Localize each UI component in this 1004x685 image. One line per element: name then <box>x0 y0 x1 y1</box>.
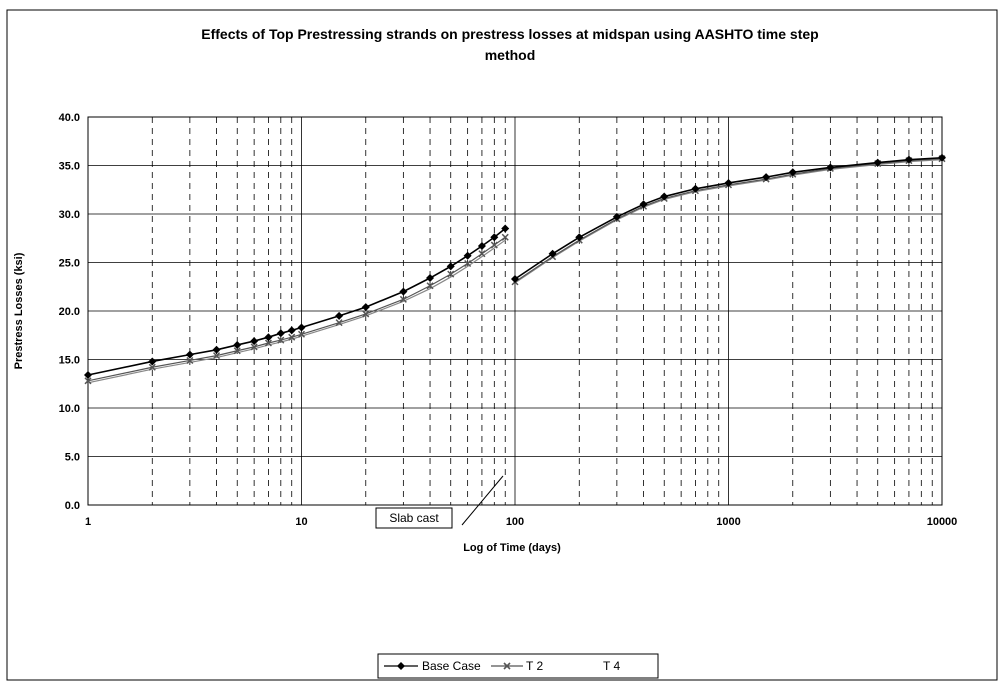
plot-area-border <box>87 116 943 506</box>
data-point-base-case <box>490 233 499 242</box>
data-point-t-2 <box>399 295 407 303</box>
legend-marker-t2 <box>503 662 511 670</box>
legend: Base Case T 2 T 4 <box>377 653 659 679</box>
chart-area-border <box>6 9 998 681</box>
data-point-base-case <box>477 242 486 251</box>
y-tick-label: 0.0 <box>65 500 80 512</box>
slab-cast-annotation: Slab cast <box>375 475 504 529</box>
data-point-base-case <box>446 262 455 271</box>
data-point-base-case <box>501 224 510 233</box>
x-axis-label: Log of Time (days) <box>463 542 561 554</box>
x-tick-label: 10 <box>295 516 307 528</box>
data-point-base-case <box>548 249 557 258</box>
data-point-base-case <box>250 337 259 346</box>
x-tick-label: 1000 <box>716 516 740 528</box>
data-point-base-case <box>399 287 408 296</box>
x-tick-labels: 1 10 100 1000 10000 <box>85 516 957 528</box>
data-point-t-2 <box>277 336 285 344</box>
legend-label-base-case: Base Case <box>422 659 481 673</box>
data-point-t-2 <box>250 343 258 351</box>
y-tick-label: 35.0 <box>59 161 80 173</box>
series-line-t-2 <box>514 158 943 283</box>
data-point-t-2 <box>501 233 509 241</box>
x-tick-label: 100 <box>506 516 524 528</box>
data-point-t-2 <box>447 270 455 278</box>
data-point-base-case <box>361 303 370 312</box>
y-axis-label: Prestress Losses (ksi) <box>13 252 25 369</box>
data-point-base-case <box>297 323 306 332</box>
y-tick-label: 10.0 <box>59 403 80 415</box>
legend-label-t4: T 4 <box>603 659 620 673</box>
data-point-base-case <box>904 155 913 164</box>
data-point-base-case <box>691 184 700 193</box>
data-point-base-case <box>660 192 669 201</box>
y-tick-label: 30.0 <box>59 209 80 221</box>
data-point-t-2 <box>186 356 194 365</box>
series-line-base-case <box>514 156 943 280</box>
series-line-t-4 <box>514 159 943 284</box>
data-point-base-case <box>639 200 648 209</box>
data-point-t-2 <box>297 330 306 338</box>
data-point-t-2 <box>84 377 92 385</box>
data-point-t-2 <box>478 250 486 258</box>
series-layer <box>84 153 946 385</box>
annotation-text: Slab cast <box>389 511 439 525</box>
data-point-t-2 <box>288 333 296 341</box>
data-point-t-2 <box>490 241 498 249</box>
data-point-t-2 <box>464 259 472 268</box>
data-point-base-case <box>575 233 584 242</box>
series-base-case <box>84 153 946 380</box>
y-tick-label: 15.0 <box>59 355 80 367</box>
data-point-base-case <box>724 178 733 187</box>
chart-title-line-1: Effects of Top Prestressing strands on p… <box>201 26 818 42</box>
data-point-t-2 <box>264 339 272 347</box>
y-tick-label: 20.0 <box>59 306 80 318</box>
y-tick-labels: 0.0 5.0 10.0 15.0 20.0 25.0 30.0 35.0 40.0 <box>59 112 80 512</box>
annotation-box <box>375 507 453 529</box>
data-point-base-case <box>185 350 194 359</box>
data-point-base-case <box>84 371 92 380</box>
data-point-base-case <box>826 163 835 172</box>
series-line-t-4 <box>87 239 506 384</box>
legend-marker-base-case <box>397 662 405 670</box>
data-point-base-case <box>938 153 946 162</box>
data-point-base-case <box>233 340 242 349</box>
data-point-t-2 <box>233 347 241 355</box>
data-point-base-case <box>873 158 882 167</box>
data-point-base-case <box>212 345 221 354</box>
series-t-4 <box>87 159 943 384</box>
y-tick-label: 25.0 <box>59 258 80 270</box>
data-point-base-case <box>762 173 771 182</box>
data-point-t-2 <box>426 282 434 290</box>
data-point-base-case <box>511 274 519 283</box>
data-point-t-2 <box>362 310 370 318</box>
data-point-base-case <box>335 311 344 320</box>
data-point-base-case <box>788 168 797 177</box>
data-point-base-case <box>612 212 621 221</box>
data-point-base-case <box>264 333 273 342</box>
data-point-base-case <box>148 357 157 366</box>
data-point-base-case <box>276 329 285 338</box>
legend-label-t2: T 2 <box>526 659 543 673</box>
y-tick-label: 40.0 <box>59 112 80 124</box>
data-point-base-case <box>426 274 435 283</box>
x-tick-label: 1 <box>85 516 91 528</box>
data-point-base-case <box>287 326 296 335</box>
data-point-t-2 <box>213 352 221 360</box>
annotation-leader-line <box>461 475 504 526</box>
x-tick-label: 10000 <box>927 516 958 528</box>
y-tick-label: 5.0 <box>65 452 80 464</box>
chart-title-line-2: method <box>485 47 536 63</box>
data-point-base-case <box>463 251 472 260</box>
data-point-t-2 <box>148 363 156 371</box>
data-point-t-2 <box>335 319 343 327</box>
